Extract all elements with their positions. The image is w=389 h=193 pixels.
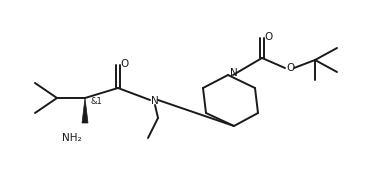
Text: O: O [121,59,129,69]
Text: &1: &1 [91,97,103,107]
Polygon shape [82,98,88,123]
Text: N: N [151,96,159,106]
Text: NH₂: NH₂ [62,133,82,143]
Text: O: O [265,32,273,42]
Text: N: N [230,68,238,78]
Text: O: O [287,63,295,73]
